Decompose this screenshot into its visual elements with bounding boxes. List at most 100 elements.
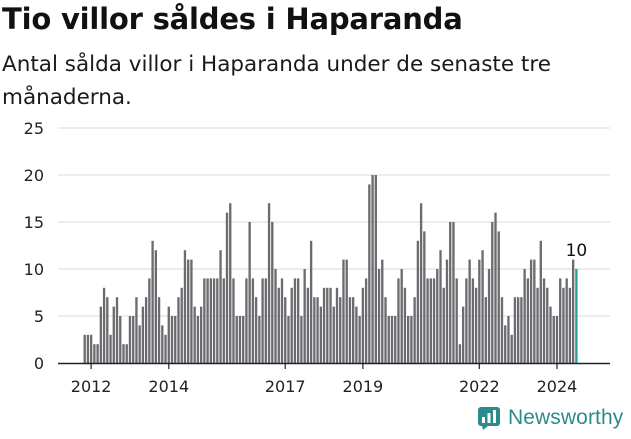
bar (193, 306, 196, 363)
bar (494, 212, 497, 363)
bar (290, 287, 293, 363)
bar (513, 297, 517, 363)
bar (339, 297, 342, 363)
bar (109, 334, 112, 363)
bar (565, 278, 568, 363)
bar (125, 344, 128, 363)
bar (86, 334, 90, 363)
bar (284, 297, 287, 363)
bar (348, 297, 352, 363)
bar (96, 344, 99, 363)
bar (319, 306, 322, 363)
bar (122, 344, 125, 363)
bar (254, 297, 258, 363)
bar (209, 278, 212, 363)
bar (552, 316, 555, 363)
bar (407, 316, 410, 363)
bar (154, 250, 158, 363)
bar (180, 287, 183, 363)
bar (484, 297, 487, 363)
bar (177, 297, 180, 363)
bar (361, 287, 365, 363)
bar (497, 231, 500, 363)
bar (355, 306, 358, 363)
bar (384, 297, 387, 363)
bar (199, 306, 203, 363)
bar (381, 259, 384, 363)
bar (364, 278, 368, 363)
bar (99, 306, 103, 363)
bar (455, 278, 458, 363)
bar (426, 278, 429, 363)
bar (83, 334, 86, 363)
bar (523, 269, 526, 363)
bar (507, 316, 510, 363)
bar (452, 222, 455, 363)
bar (332, 306, 335, 363)
bar (504, 325, 507, 363)
bar (429, 278, 432, 363)
y-tick-label: 15 (24, 213, 44, 232)
bar (167, 306, 170, 363)
bar (115, 297, 119, 363)
bar (549, 306, 552, 363)
bar (520, 297, 523, 363)
bar (568, 287, 572, 363)
newsworthy-icon (478, 407, 500, 430)
bar (170, 316, 174, 363)
bar (106, 297, 109, 363)
bar (248, 222, 251, 363)
bar (571, 259, 575, 363)
bar (516, 297, 520, 363)
bar (219, 250, 222, 363)
bar (368, 184, 371, 363)
bar (329, 287, 332, 363)
bar (232, 278, 235, 363)
bar (474, 287, 478, 363)
y-tick-label: 20 (24, 166, 44, 185)
x-tick-label: 2024 (537, 377, 578, 396)
bar (93, 344, 96, 363)
bar (542, 278, 546, 363)
bar (112, 306, 115, 363)
bar (539, 240, 542, 363)
bar (352, 297, 355, 363)
bar (491, 222, 494, 363)
bar (465, 278, 468, 363)
bar (89, 334, 93, 363)
bar (157, 297, 161, 363)
bar (212, 278, 216, 363)
bar (374, 175, 377, 363)
bar (400, 269, 403, 363)
bar (442, 287, 445, 363)
y-tick-label: 25 (24, 119, 44, 138)
bar (487, 269, 491, 363)
bar (128, 316, 132, 363)
brand-name: Newsworthy (508, 406, 624, 429)
bar (280, 278, 284, 363)
bar (297, 278, 300, 363)
x-tick-label: 2012 (71, 377, 112, 396)
bar (358, 316, 361, 363)
bar (251, 278, 255, 363)
bar (461, 306, 465, 363)
chart-subtitle: Antal sålda villor i Haparanda under de … (2, 52, 551, 110)
bar (345, 259, 348, 363)
bar (313, 297, 316, 363)
bar (419, 203, 423, 363)
bar (287, 316, 290, 363)
bar (439, 250, 442, 363)
bar (500, 297, 504, 363)
bar (161, 325, 164, 363)
chart-title: Tio villor såldes i Haparanda (2, 2, 463, 36)
bar (432, 278, 436, 363)
bar (555, 316, 559, 363)
bar (119, 316, 122, 363)
bar (335, 287, 339, 363)
bar (322, 287, 326, 363)
bar (326, 287, 329, 363)
bar (216, 278, 219, 363)
bar (300, 316, 303, 363)
bar (481, 250, 484, 363)
bar (423, 231, 426, 363)
